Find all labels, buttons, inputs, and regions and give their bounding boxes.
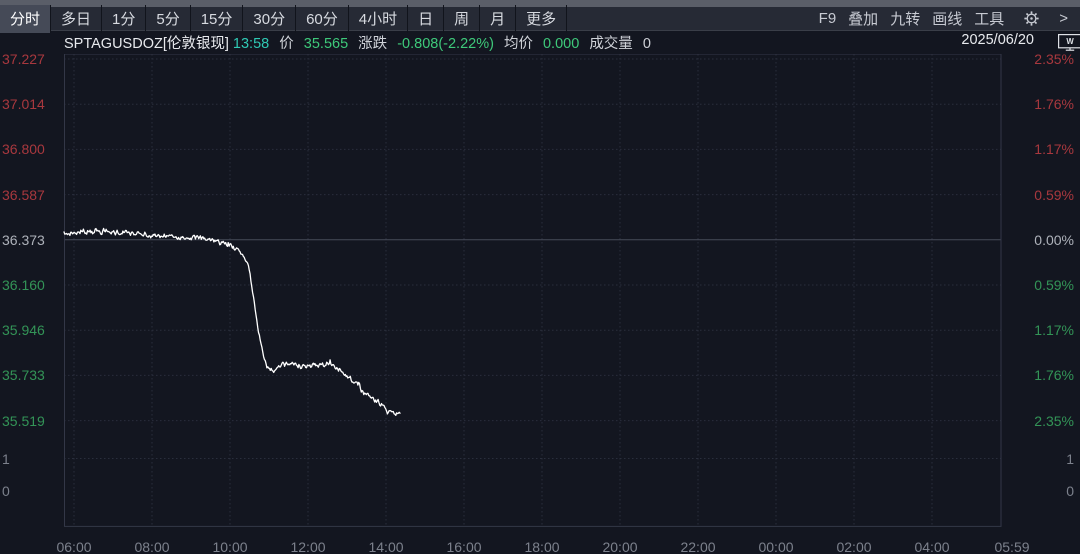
svg-text:W: W	[1066, 37, 1074, 46]
